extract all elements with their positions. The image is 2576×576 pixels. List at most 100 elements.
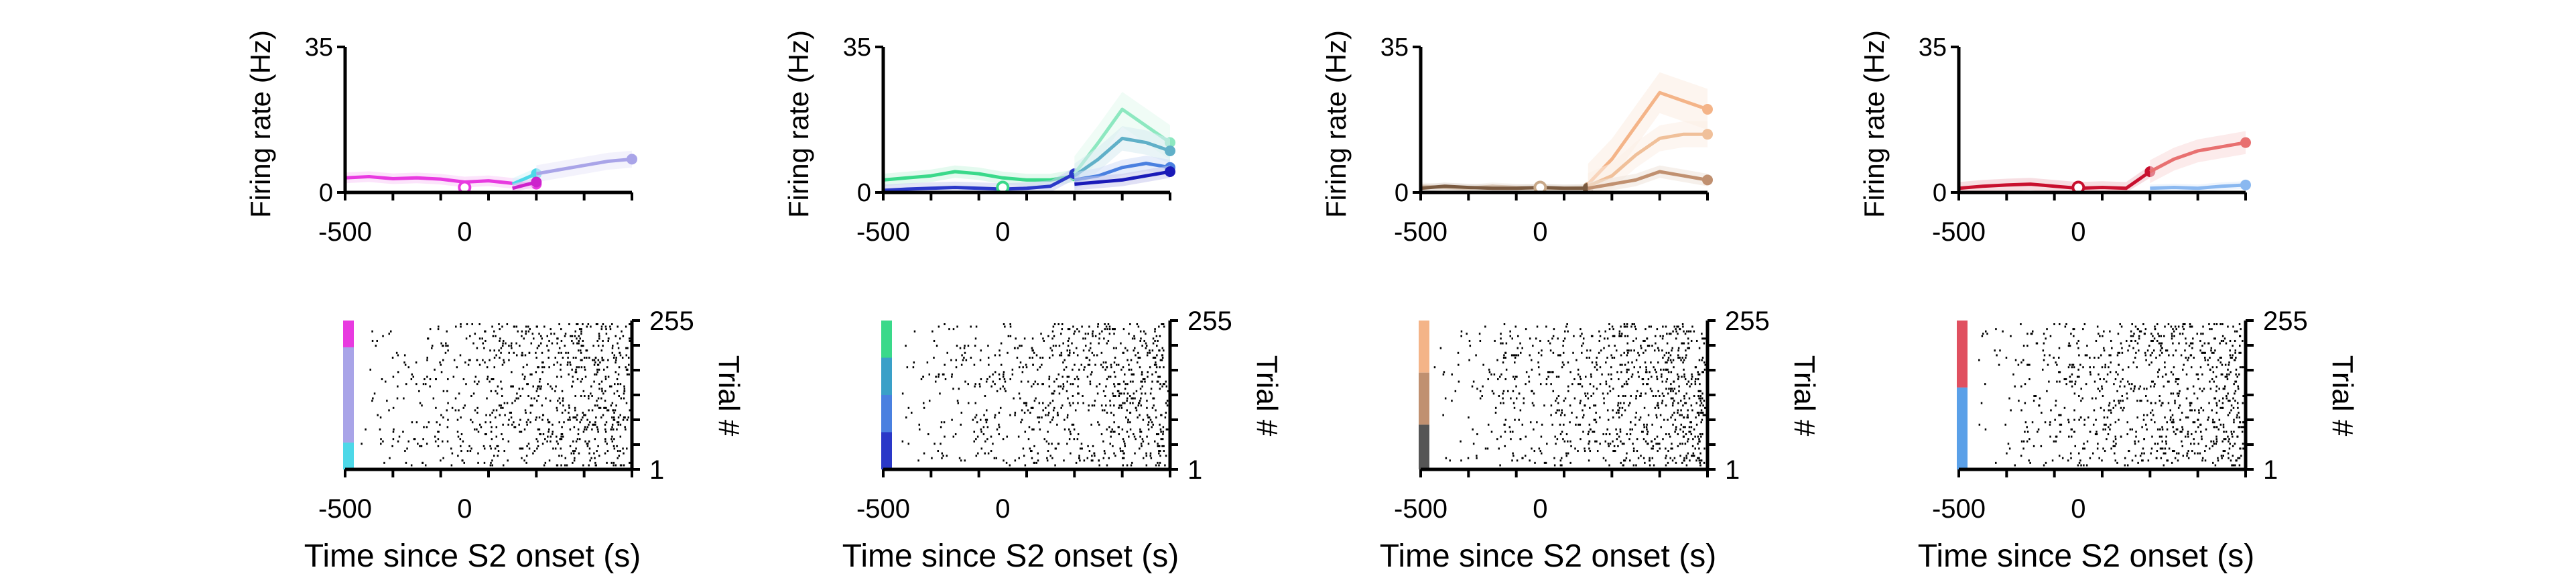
spike [1124, 402, 1126, 404]
spike [1031, 347, 1033, 349]
spike [2189, 325, 2191, 328]
spike [1689, 385, 1691, 388]
spike [1655, 443, 1657, 445]
spike [474, 376, 477, 378]
spike [1632, 447, 1635, 450]
spike [529, 373, 531, 376]
spike [1104, 328, 1106, 331]
spike [424, 378, 426, 381]
spike [511, 385, 513, 388]
spike [604, 438, 606, 441]
spike [582, 345, 584, 347]
spike [2185, 397, 2188, 400]
spike [1091, 371, 1093, 373]
spike [477, 452, 479, 455]
spike [489, 445, 491, 447]
spike [446, 390, 448, 392]
spike [2160, 335, 2163, 337]
spike [2163, 335, 2165, 337]
spike [1661, 400, 1664, 402]
spike [1162, 383, 1165, 386]
spike [2130, 335, 2132, 337]
spike [548, 366, 550, 369]
spike [1605, 380, 1607, 383]
spike [1683, 359, 1685, 361]
spike [2121, 395, 2124, 397]
spike [2055, 435, 2057, 438]
spike [2218, 400, 2221, 402]
spike [2033, 400, 2035, 402]
spike [1580, 378, 1582, 381]
spike [1157, 445, 1159, 447]
spike [1031, 457, 1033, 459]
spike [999, 378, 1001, 381]
spike [1517, 335, 1519, 337]
spike [1697, 435, 1699, 438]
spike [1558, 409, 1560, 412]
spike [1590, 395, 1592, 397]
spike [1015, 337, 1017, 340]
spike [2067, 421, 2070, 424]
spike [1161, 385, 1163, 388]
spike [491, 378, 493, 381]
spike [1151, 406, 1154, 409]
spike [905, 416, 907, 419]
spike [1618, 435, 1620, 438]
spike [484, 361, 486, 364]
spike [2110, 354, 2112, 357]
spike [388, 333, 390, 335]
spike [1096, 354, 1098, 357]
spike [1112, 414, 1115, 416]
spike [2040, 445, 2043, 447]
spike [1665, 351, 1668, 354]
spike [519, 395, 521, 397]
spike [1051, 349, 1053, 352]
spike [2154, 328, 2156, 331]
spike [1671, 388, 1673, 390]
spike [1643, 438, 1645, 441]
spike [593, 359, 596, 361]
spike [1589, 450, 1592, 453]
spike [460, 323, 462, 325]
spike [2100, 354, 2102, 357]
spike [2120, 342, 2122, 345]
spike [2114, 438, 2117, 441]
spike [1105, 404, 1107, 407]
spike [1055, 345, 1057, 347]
spike [2114, 378, 2117, 381]
spike [1055, 378, 1058, 381]
spike [1648, 345, 1651, 347]
spike [998, 433, 1000, 436]
spike [2242, 366, 2244, 369]
spike [2177, 406, 2180, 409]
spike [1022, 366, 1024, 369]
spike [2172, 328, 2174, 331]
spike [1108, 328, 1111, 331]
raster-ylabel: Trial # [1788, 355, 1821, 437]
spike [492, 378, 495, 381]
spike [951, 418, 953, 421]
spike [2156, 450, 2159, 453]
spike [1573, 397, 1576, 400]
spike [2211, 366, 2214, 369]
spike [2175, 380, 2177, 383]
spike [1516, 376, 1518, 378]
spike [2126, 433, 2128, 436]
x-tick-label: -500 [1394, 217, 1447, 247]
spike [1687, 438, 1689, 441]
spike [1679, 443, 1681, 445]
spike [1538, 447, 1541, 450]
spike [462, 440, 464, 443]
spike [1467, 457, 1470, 459]
spike [496, 392, 499, 395]
spike [548, 459, 551, 462]
spike [2063, 378, 2066, 381]
spike [2145, 359, 2147, 361]
spike [1687, 452, 1689, 455]
spike [405, 383, 407, 386]
spike [1645, 426, 1648, 428]
spike [2172, 450, 2174, 453]
spike [920, 378, 923, 381]
spike [1594, 366, 1596, 369]
spike [2151, 435, 2153, 438]
